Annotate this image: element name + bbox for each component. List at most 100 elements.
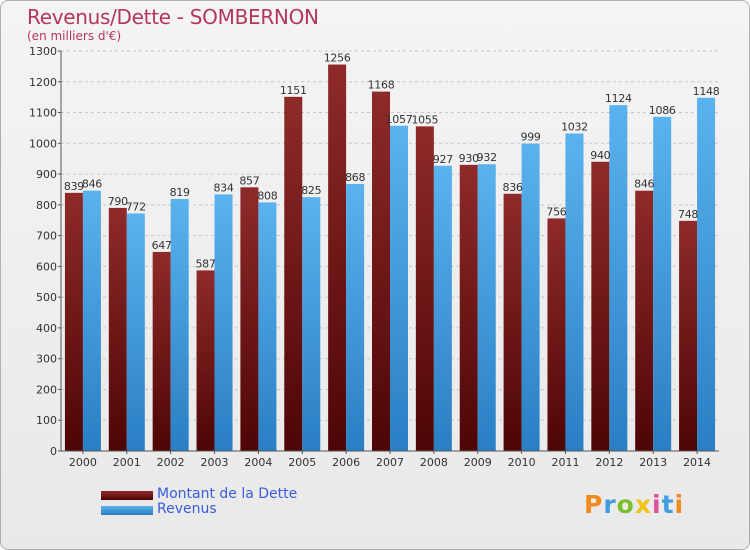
x-tick-label: 2006 <box>332 456 360 469</box>
bar-dette <box>503 193 522 451</box>
x-tick-label: 2005 <box>288 456 316 469</box>
bar-dette <box>108 207 127 451</box>
y-tick-label: 300 <box>36 353 57 366</box>
y-tick-label: 800 <box>36 199 57 212</box>
y-tick-label: 0 <box>50 445 57 458</box>
data-label: 1256 <box>324 52 351 65</box>
bar-revenus <box>346 183 365 451</box>
y-tick-label: 1000 <box>29 137 57 150</box>
legend-label-revenus: Revenus <box>157 501 217 517</box>
x-tick-label: 2009 <box>464 456 492 469</box>
y-tick-label: 900 <box>36 168 57 181</box>
x-tick-label: 2002 <box>157 456 185 469</box>
bar-dette <box>284 96 303 451</box>
bar-dette <box>196 270 215 451</box>
x-tick-label: 2014 <box>683 456 711 469</box>
bar-revenus <box>433 165 452 451</box>
data-label: 930 <box>459 152 479 165</box>
data-label: 868 <box>345 171 365 184</box>
x-tick-label: 2011 <box>551 456 579 469</box>
bar-revenus <box>214 194 233 451</box>
logo-letter: t <box>661 490 675 519</box>
data-label: 839 <box>64 180 84 193</box>
bar-dette <box>372 91 390 451</box>
data-label: 834 <box>213 181 233 194</box>
data-label: 1055 <box>411 113 438 126</box>
proxiti-logo: Proxiti <box>584 490 684 519</box>
bar-dette <box>152 251 171 451</box>
data-label: 1086 <box>649 104 676 117</box>
bar-revenus <box>609 105 628 452</box>
data-label: 927 <box>433 153 453 166</box>
logo-letter: P <box>584 490 604 519</box>
x-tick-label: 2003 <box>201 456 229 469</box>
x-tick-label: 2001 <box>113 456 141 469</box>
bar-revenus <box>653 116 672 451</box>
bar-dette <box>415 126 434 451</box>
data-label: 846 <box>82 178 102 191</box>
data-label: 1151 <box>280 84 307 97</box>
data-labels: 8398467907726478195878348578081151825125… <box>64 52 720 271</box>
data-label: 772 <box>126 200 146 213</box>
bar-revenus <box>302 197 321 451</box>
y-tick-label: 600 <box>36 260 57 273</box>
data-label: 846 <box>634 178 654 191</box>
chart-subtitle: (en milliers d'€) <box>27 29 122 43</box>
data-label: 1124 <box>605 92 632 105</box>
bar-revenus <box>521 143 540 451</box>
data-label: 1148 <box>693 85 720 98</box>
bar-dette <box>679 220 698 451</box>
logo-letter: o <box>616 490 635 519</box>
bar-revenus <box>477 164 496 451</box>
data-label: 808 <box>257 189 277 202</box>
y-tick-label: 1100 <box>29 107 57 120</box>
x-tick-label: 2012 <box>595 456 623 469</box>
logo-letter: r <box>603 490 617 519</box>
logo-letter: i <box>674 490 685 519</box>
bar-dette <box>328 64 347 452</box>
data-label: 790 <box>108 195 128 208</box>
bar-revenus <box>82 190 101 451</box>
bar-dette <box>635 190 654 451</box>
chart-title: Revenus/Dette - SOMBERNON <box>27 5 319 29</box>
x-tick-label: 2010 <box>508 456 536 469</box>
bar-dette <box>459 164 478 451</box>
data-label: 748 <box>678 208 698 221</box>
data-label: 756 <box>546 205 566 218</box>
data-label: 647 <box>152 239 172 252</box>
bar-revenus <box>126 213 145 451</box>
y-tick-label: 100 <box>36 414 57 427</box>
y-tick-label: 400 <box>36 322 57 335</box>
y-tick-label: 1300 <box>29 45 57 58</box>
axes: 0 100 200 300 400 500 600 700 800 900 1000 1100 1200… <box>29 45 719 469</box>
legend-label-debt: Montant de la Dette <box>157 486 298 502</box>
data-label: 1057 <box>386 113 413 126</box>
y-tick-label: 500 <box>36 291 57 304</box>
y-tick-label: 200 <box>36 383 57 396</box>
x-tick-label: 2008 <box>420 456 448 469</box>
data-label: 819 <box>170 186 190 199</box>
legend-swatch-revenus <box>101 506 153 515</box>
data-label: 836 <box>503 181 523 194</box>
bar-revenus <box>565 133 584 451</box>
bar-revenus <box>697 97 716 452</box>
x-tick-label: 2013 <box>639 456 667 469</box>
bar-dette <box>547 218 566 451</box>
bar-revenus <box>258 202 277 451</box>
data-label: 932 <box>477 151 497 164</box>
legend-swatch-debt <box>101 491 153 500</box>
data-label: 857 <box>239 174 259 187</box>
data-label: 1032 <box>561 120 588 133</box>
x-tick-label: 2000 <box>69 456 97 469</box>
bar-dette <box>591 161 610 451</box>
data-label: 1168 <box>368 79 395 92</box>
x-tick-label: 2007 <box>376 456 404 469</box>
data-label: 999 <box>521 131 541 144</box>
bar-revenus <box>390 125 408 452</box>
bar-revenus <box>170 199 189 451</box>
y-tick-label: 700 <box>36 230 57 243</box>
y-tick-label: 1200 <box>29 76 57 89</box>
bars <box>64 64 716 452</box>
